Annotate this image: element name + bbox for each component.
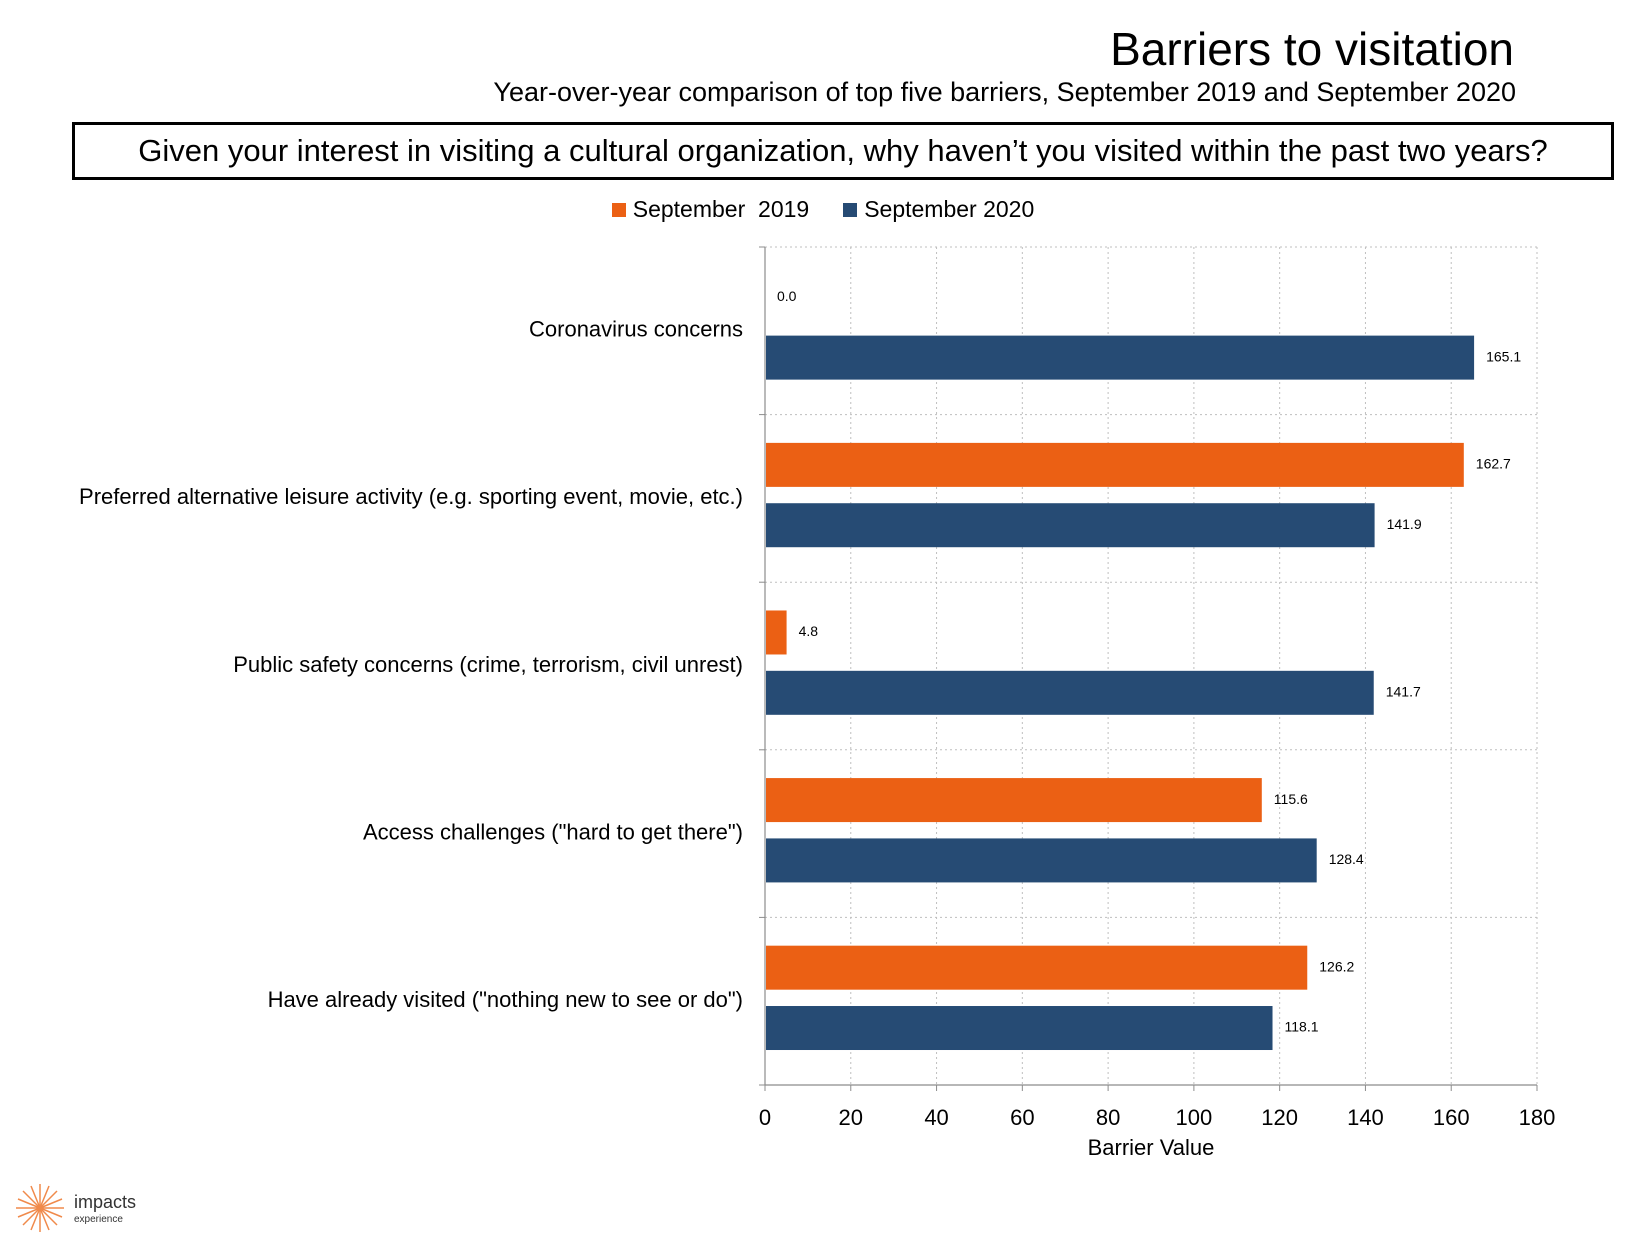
category-label-3: Access challenges ("hard to get there") [363, 819, 743, 844]
category-label-2: Public safety concerns (crime, terrorism… [233, 652, 743, 677]
impacts-logo: impacts experience [12, 1180, 162, 1236]
x-tick-label-40: 40 [924, 1105, 948, 1130]
chart-title: Barriers to visitation [1110, 23, 1514, 75]
value-label-2020-0: 165.1 [1486, 348, 1521, 364]
x-tick-label-160: 160 [1433, 1105, 1470, 1130]
x-tick-label-120: 120 [1261, 1105, 1298, 1130]
bar-2020-4 [766, 1006, 1273, 1051]
logo-name: impacts [74, 1192, 137, 1212]
legend-item-2020: September 2020 [843, 196, 1034, 223]
value-label-2019-0: 0.0 [777, 288, 797, 304]
chart-subtitle: Year-over-year comparison of top five ba… [493, 77, 1516, 107]
legend-swatch-2019 [611, 202, 626, 217]
x-tick-label-0: 0 [759, 1105, 771, 1130]
survey-question-text: Given your interest in visiting a cultur… [138, 133, 1548, 168]
value-label-2019-2: 4.8 [799, 623, 819, 639]
category-label-4: Have already visited ("nothing new to se… [268, 987, 743, 1012]
bar-2020-3 [766, 838, 1317, 883]
x-tick-label-20: 20 [839, 1105, 863, 1130]
bar-2019-4 [766, 945, 1308, 990]
category-label-1: Preferred alternative leisure activity (… [79, 484, 743, 509]
legend: September 2019 September 2020 [0, 196, 1646, 223]
value-label-2020-2: 141.7 [1386, 684, 1421, 700]
x-axis-title: Barrier Value [1088, 1135, 1215, 1160]
category-label-0: Coronavirus concerns [529, 317, 743, 342]
x-tick-label-80: 80 [1096, 1105, 1120, 1130]
logo-burst-icon [16, 1184, 64, 1232]
value-label-2020-4: 118.1 [1285, 1019, 1319, 1035]
legend-item-2019: September 2019 [611, 196, 810, 223]
value-label-2019-3: 115.6 [1274, 791, 1308, 807]
value-label-2019-4: 126.2 [1319, 958, 1354, 974]
bar-2020-2 [766, 670, 1374, 715]
bar-2019-3 [766, 778, 1262, 823]
logo-sub: experience [74, 1214, 123, 1225]
bar-2019-1 [766, 442, 1464, 487]
bar-2019-2 [766, 610, 787, 655]
value-label-2020-1: 141.9 [1387, 516, 1422, 532]
legend-swatch-2020 [843, 202, 858, 217]
x-tick-label-180: 180 [1519, 1105, 1556, 1130]
legend-label-2019: September 2019 [632, 196, 810, 222]
x-tick-label-100: 100 [1176, 1105, 1213, 1130]
bar-2020-1 [766, 503, 1375, 548]
value-label-2020-3: 128.4 [1329, 851, 1364, 867]
legend-label-2020: September 2020 [864, 196, 1035, 222]
x-tick-label-140: 140 [1347, 1105, 1384, 1130]
value-label-2019-1: 162.7 [1476, 456, 1511, 472]
survey-question: Given your interest in visiting a cultur… [72, 122, 1614, 180]
x-tick-label-60: 60 [1010, 1105, 1034, 1130]
bar-2020-0 [766, 335, 1475, 380]
